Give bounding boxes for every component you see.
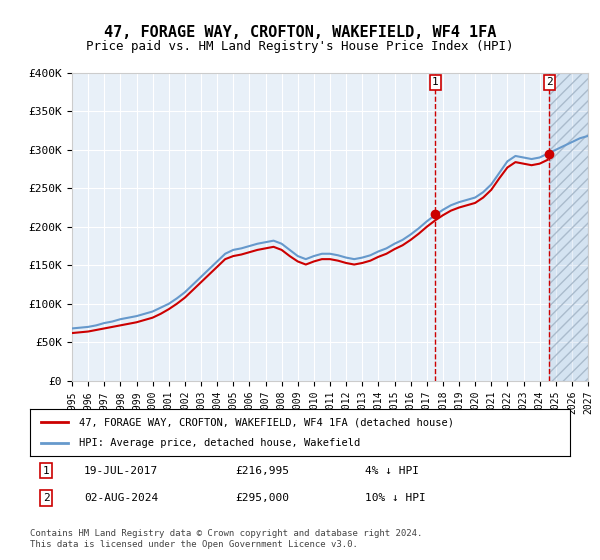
- Bar: [549, 73, 588, 381]
- Text: 02-AUG-2024: 02-AUG-2024: [84, 493, 158, 503]
- Text: 4% ↓ HPI: 4% ↓ HPI: [365, 465, 419, 475]
- Text: £295,000: £295,000: [235, 493, 289, 503]
- Text: £216,995: £216,995: [235, 465, 289, 475]
- Text: 1: 1: [43, 465, 50, 475]
- Text: 10% ↓ HPI: 10% ↓ HPI: [365, 493, 425, 503]
- Text: HPI: Average price, detached house, Wakefield: HPI: Average price, detached house, Wake…: [79, 438, 360, 448]
- Text: 2: 2: [43, 493, 50, 503]
- Text: Contains HM Land Registry data © Crown copyright and database right 2024.
This d: Contains HM Land Registry data © Crown c…: [30, 529, 422, 549]
- Text: 47, FORAGE WAY, CROFTON, WAKEFIELD, WF4 1FA: 47, FORAGE WAY, CROFTON, WAKEFIELD, WF4 …: [104, 25, 496, 40]
- Text: 19-JUL-2017: 19-JUL-2017: [84, 465, 158, 475]
- Bar: [549, 73, 588, 381]
- Text: 2: 2: [546, 77, 553, 87]
- Text: Price paid vs. HM Land Registry's House Price Index (HPI): Price paid vs. HM Land Registry's House …: [86, 40, 514, 53]
- Text: 47, FORAGE WAY, CROFTON, WAKEFIELD, WF4 1FA (detached house): 47, FORAGE WAY, CROFTON, WAKEFIELD, WF4 …: [79, 417, 454, 427]
- Text: 1: 1: [432, 77, 439, 87]
